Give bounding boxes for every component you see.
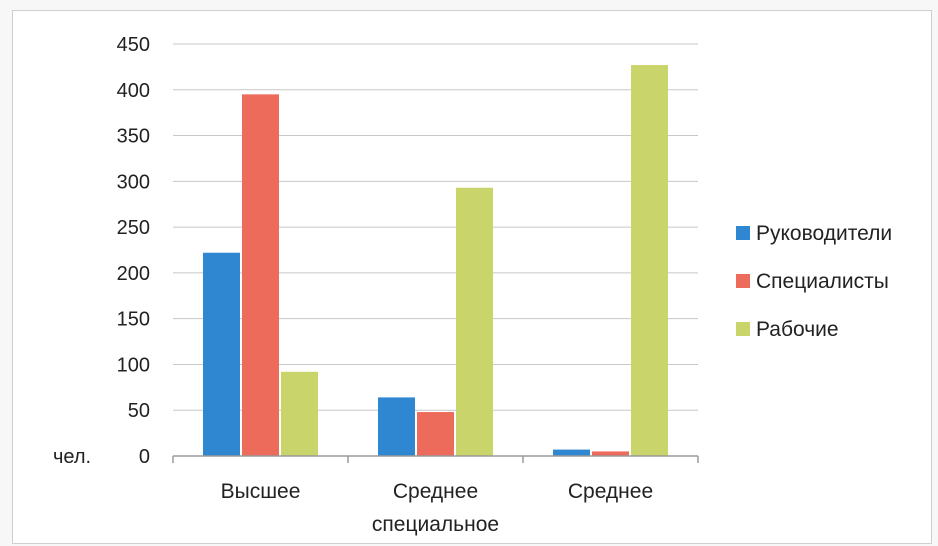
category-label: Среднее xyxy=(568,480,653,503)
bar-chart: 0 50 100 150 200 250 300 350 400 450 чел. Высшее С… xyxy=(53,34,892,536)
chart-frame: 0 50 100 150 200 250 300 350 400 450 чел. Высшее С… xyxy=(12,10,932,544)
y-tick-label: 50 xyxy=(128,400,150,422)
legend: Руководители Специалисты Рабочие xyxy=(736,222,892,341)
bar xyxy=(456,187,493,456)
bar xyxy=(281,371,318,456)
bar xyxy=(553,449,590,456)
bar xyxy=(203,252,240,456)
legend-swatch xyxy=(736,274,750,288)
category-label: Высшее xyxy=(221,480,301,503)
legend-swatch xyxy=(736,322,750,336)
y-axis-ticks: 0 50 100 150 200 250 300 350 400 450 xyxy=(117,34,150,468)
bar xyxy=(242,94,279,456)
y-tick-label: 350 xyxy=(117,126,150,148)
bar xyxy=(631,65,668,457)
bar xyxy=(592,451,629,456)
y-tick-label: 0 xyxy=(139,446,150,468)
y-tick-label: 200 xyxy=(117,263,150,285)
category-labels: Высшее Среднее специальное Среднее xyxy=(221,480,654,536)
legend-label: Специалисты xyxy=(756,270,889,293)
bars xyxy=(203,65,668,457)
y-tick-label: 250 xyxy=(117,217,150,239)
bar xyxy=(378,397,415,456)
category-label: специальное xyxy=(372,513,499,536)
x-axis-ticks xyxy=(172,456,699,463)
y-tick-label: 100 xyxy=(117,354,150,376)
category-label: Среднее xyxy=(393,480,478,503)
y-tick-label: 400 xyxy=(117,80,150,102)
y-tick-label: 300 xyxy=(117,171,150,193)
y-tick-label: 150 xyxy=(117,309,150,331)
legend-label: Рабочие xyxy=(756,318,839,341)
legend-swatch xyxy=(736,226,750,240)
bar xyxy=(417,412,454,456)
y-axis-unit-label: чел. xyxy=(53,446,91,468)
y-tick-label: 450 xyxy=(117,34,150,56)
legend-label: Руководители xyxy=(756,222,892,245)
